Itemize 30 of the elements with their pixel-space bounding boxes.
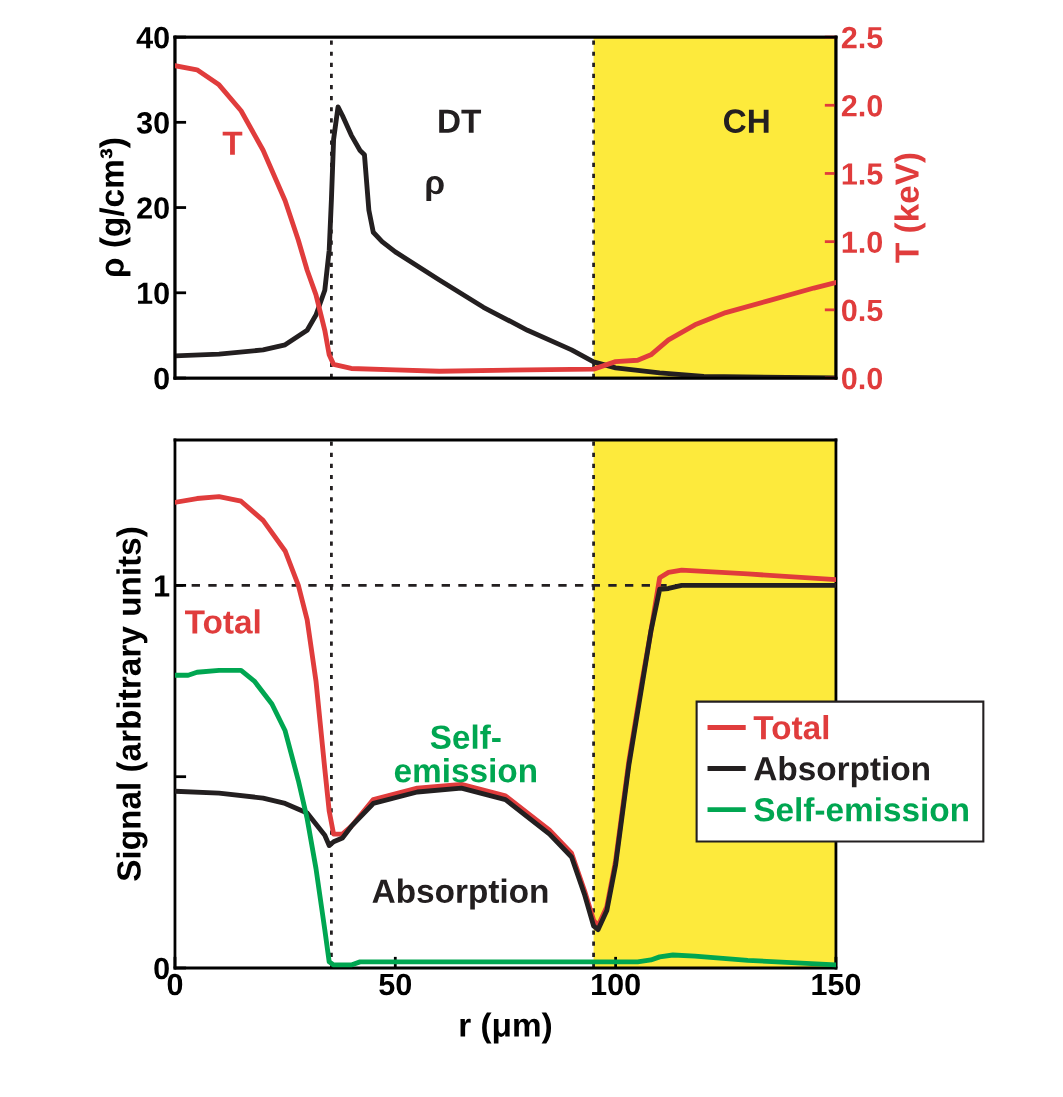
annotation: CH bbox=[724, 109, 769, 133]
legend-label: Absorption bbox=[754, 756, 929, 788]
annotation: Self- emission bbox=[394, 724, 536, 783]
y-tick-label: 0 bbox=[154, 957, 169, 980]
annotation: DT bbox=[439, 109, 482, 133]
y2-tick-label: 2.0 bbox=[841, 95, 883, 117]
x-tick-label: 50 bbox=[379, 973, 412, 996]
y-axis-title: ρ (g/cm³) bbox=[99, 138, 131, 277]
y2-tick-label: 0.5 bbox=[842, 299, 883, 322]
y2-tick-label: 1.0 bbox=[842, 231, 883, 254]
x-tick-label: 100 bbox=[592, 973, 640, 996]
legend-label: Self-emission bbox=[754, 797, 968, 822]
y-tick-label: 20 bbox=[137, 197, 169, 219]
annotation: T bbox=[222, 131, 243, 155]
y2-tick-label: 2.5 bbox=[841, 26, 883, 49]
y-tick-label: 40 bbox=[136, 26, 169, 49]
y-tick-label: 1 bbox=[155, 575, 170, 597]
y2-axis-title: T (keV) bbox=[894, 153, 926, 263]
y-axis-title: Signal (arbitrary units) bbox=[116, 527, 148, 881]
y-tick-label: 10 bbox=[138, 282, 169, 305]
annotation: Absorption bbox=[372, 878, 548, 910]
legend-label: Total bbox=[753, 714, 829, 740]
y2-tick-label: 1.5 bbox=[842, 163, 883, 185]
y-tick-label: 0 bbox=[154, 367, 169, 390]
annotation: Total bbox=[185, 609, 260, 634]
y-tick-label: 30 bbox=[136, 112, 169, 134]
annotation: ρ bbox=[426, 176, 444, 201]
x-tick-label: 150 bbox=[812, 973, 861, 996]
x-axis-title: r (μm) bbox=[460, 1012, 552, 1044]
y2-tick-label: 0.0 bbox=[842, 367, 883, 390]
